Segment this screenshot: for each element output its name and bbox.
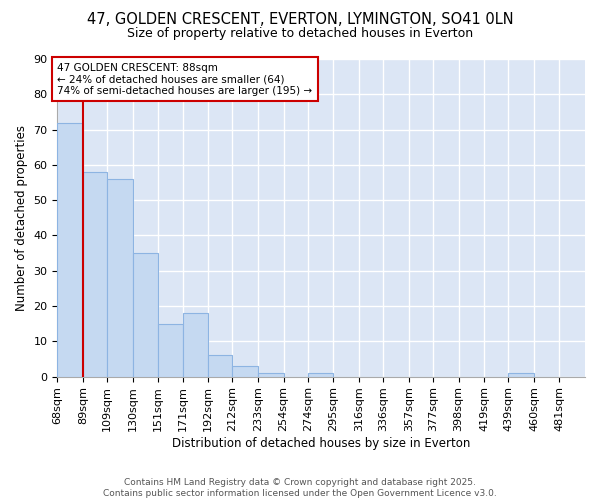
Text: Contains HM Land Registry data © Crown copyright and database right 2025.
Contai: Contains HM Land Registry data © Crown c… [103, 478, 497, 498]
Bar [58, 122, 83, 376]
Text: 47 GOLDEN CRESCENT: 88sqm
← 24% of detached houses are smaller (64)
74% of semi-: 47 GOLDEN CRESCENT: 88sqm ← 24% of detac… [58, 62, 313, 96]
Bar [158, 324, 182, 376]
Text: Size of property relative to detached houses in Everton: Size of property relative to detached ho… [127, 28, 473, 40]
X-axis label: Distribution of detached houses by size in Everton: Distribution of detached houses by size … [172, 437, 470, 450]
Bar [182, 313, 208, 376]
Text: 47, GOLDEN CRESCENT, EVERTON, LYMINGTON, SO41 0LN: 47, GOLDEN CRESCENT, EVERTON, LYMINGTON,… [86, 12, 514, 28]
Bar [508, 373, 534, 376]
Y-axis label: Number of detached properties: Number of detached properties [15, 125, 28, 311]
Bar [83, 172, 107, 376]
Bar [308, 373, 334, 376]
Bar [107, 179, 133, 376]
Bar [208, 356, 232, 376]
Bar [133, 253, 158, 376]
Bar [258, 373, 284, 376]
Bar [232, 366, 258, 376]
